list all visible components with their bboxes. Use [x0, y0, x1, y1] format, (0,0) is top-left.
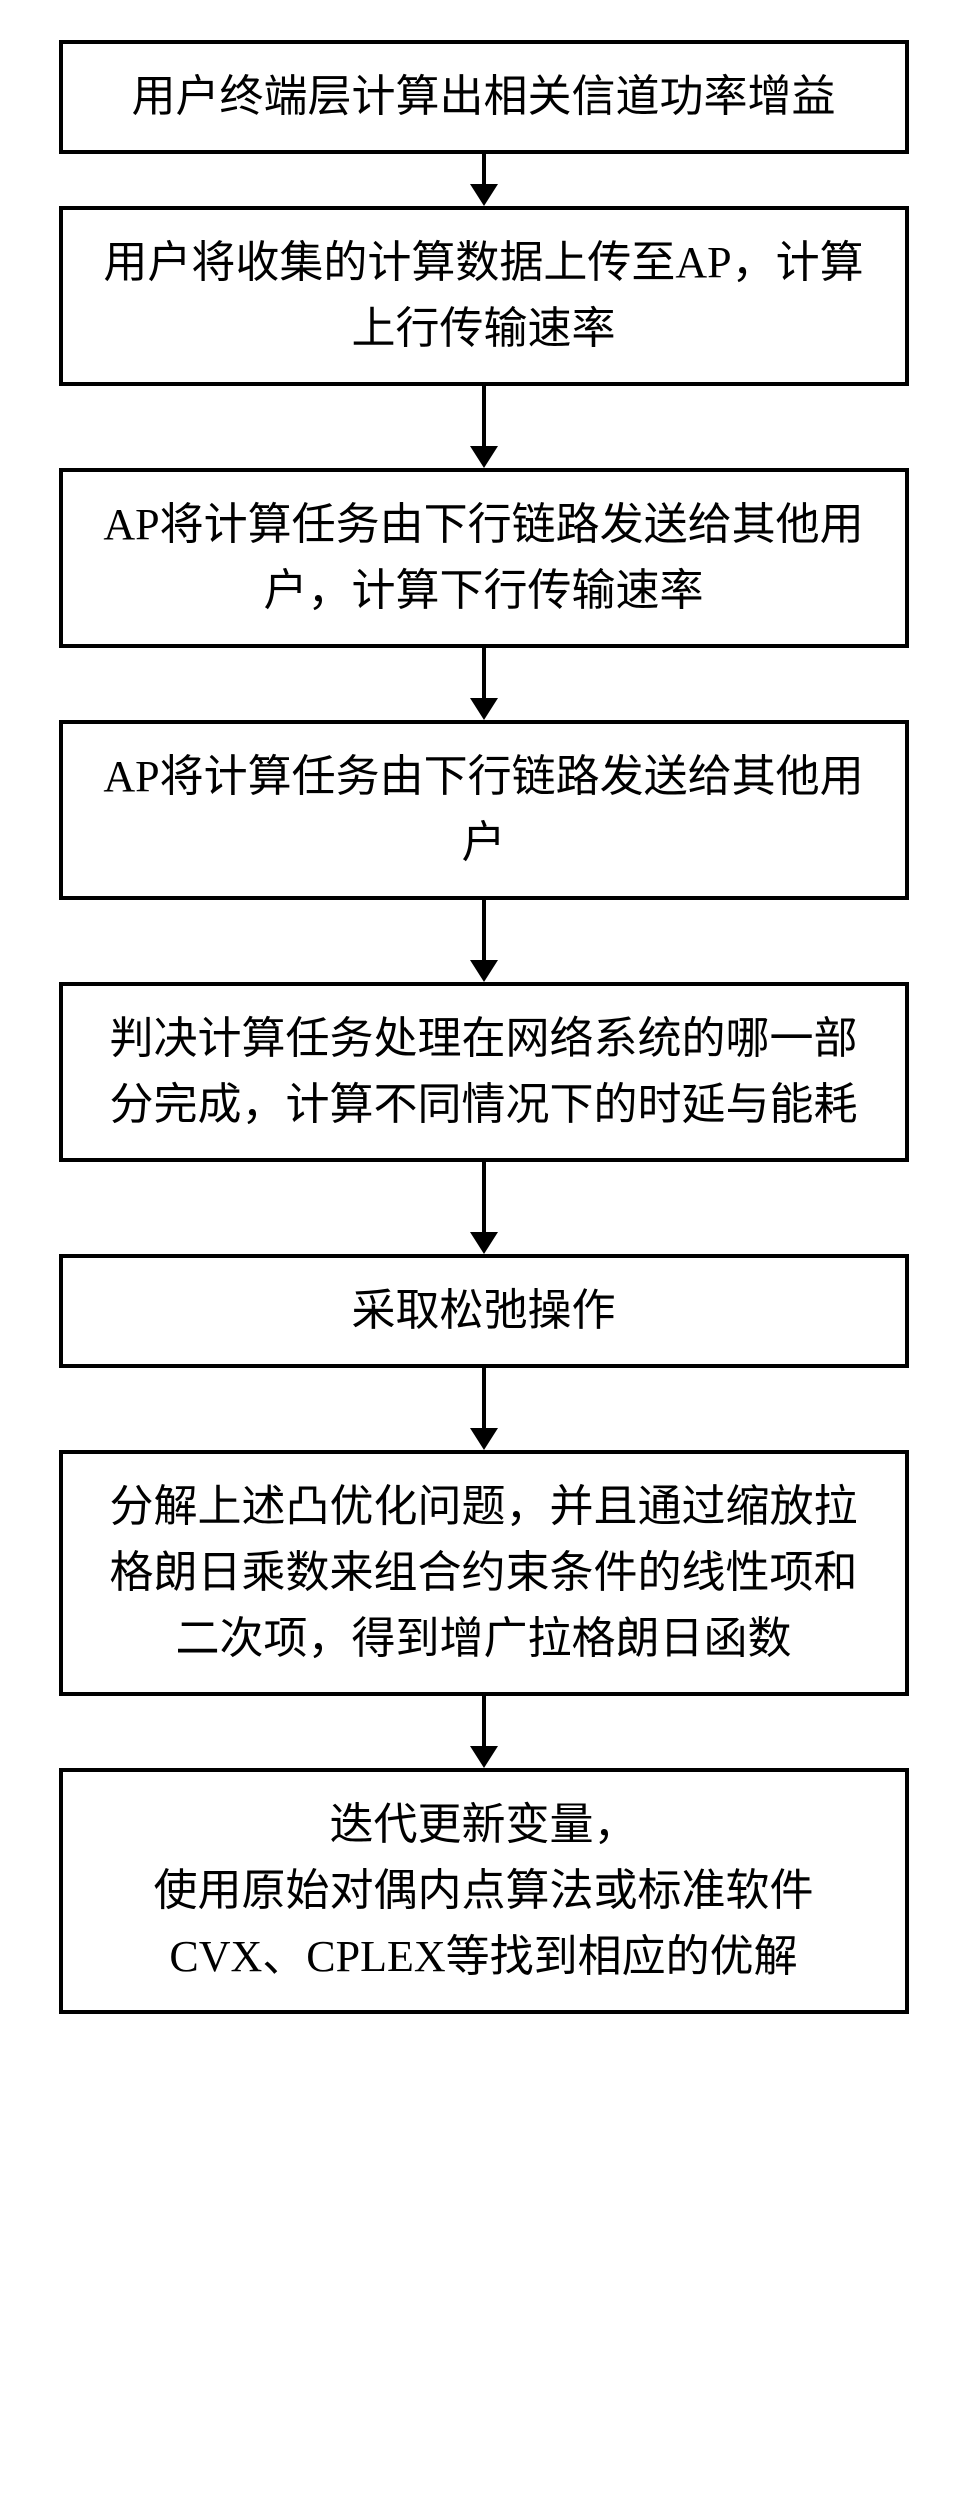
flowchart-node: AP将计算任务由下行链路发送给其他用户 [59, 720, 909, 900]
flowchart-node: 用户将收集的计算数据上传至AP，计算上行传输速率 [59, 206, 909, 386]
node-text: 用户终端层计算出相关信道功率增益 [132, 64, 836, 130]
arrow [470, 1162, 498, 1254]
arrow-line [482, 1368, 486, 1428]
node-text: 用户将收集的计算数据上传至AP，计算上行传输速率 [93, 230, 875, 362]
flowchart-container: 用户终端层计算出相关信道功率增益 用户将收集的计算数据上传至AP，计算上行传输速… [34, 40, 934, 2014]
arrow-line [482, 1696, 486, 1746]
arrow-line [482, 648, 486, 698]
node-text: 判决计算任务处理在网络系统的哪一部分完成，计算不同情况下的时延与能耗 [93, 1006, 875, 1138]
arrow-head-icon [470, 960, 498, 982]
arrow [470, 648, 498, 720]
node-text: 分解上述凸优化问题，并且通过缩放拉格朗日乘数来组合约束条件的线性项和二次项，得到… [93, 1474, 875, 1672]
node-text: AP将计算任务由下行链路发送给其他用户，计算下行传输速率 [93, 492, 875, 624]
arrow-line [482, 900, 486, 960]
flowchart-node: AP将计算任务由下行链路发送给其他用户，计算下行传输速率 [59, 468, 909, 648]
arrow [470, 1696, 498, 1768]
arrow-head-icon [470, 1428, 498, 1450]
node-text: 采取松弛操作 [352, 1278, 616, 1344]
arrow-head-icon [470, 446, 498, 468]
arrow-line [482, 386, 486, 446]
arrow [470, 154, 498, 206]
arrow-head-icon [470, 698, 498, 720]
arrow-line [482, 154, 486, 184]
arrow [470, 1368, 498, 1450]
arrow [470, 386, 498, 468]
flowchart-node: 分解上述凸优化问题，并且通过缩放拉格朗日乘数来组合约束条件的线性项和二次项，得到… [59, 1450, 909, 1696]
flowchart-node: 用户终端层计算出相关信道功率增益 [59, 40, 909, 154]
arrow-line [482, 1162, 486, 1232]
arrow-head-icon [470, 1232, 498, 1254]
flowchart-node: 采取松弛操作 [59, 1254, 909, 1368]
flowchart-node: 判决计算任务处理在网络系统的哪一部分完成，计算不同情况下的时延与能耗 [59, 982, 909, 1162]
arrow-head-icon [470, 184, 498, 206]
node-text: AP将计算任务由下行链路发送给其他用户 [93, 744, 875, 876]
arrow-head-icon [470, 1746, 498, 1768]
node-text: 迭代更新变量， 使用原始对偶内点算法或标准软件CVX、CPLEX等找到相应的优解 [93, 1792, 875, 1990]
flowchart-node: 迭代更新变量， 使用原始对偶内点算法或标准软件CVX、CPLEX等找到相应的优解 [59, 1768, 909, 2014]
arrow [470, 900, 498, 982]
